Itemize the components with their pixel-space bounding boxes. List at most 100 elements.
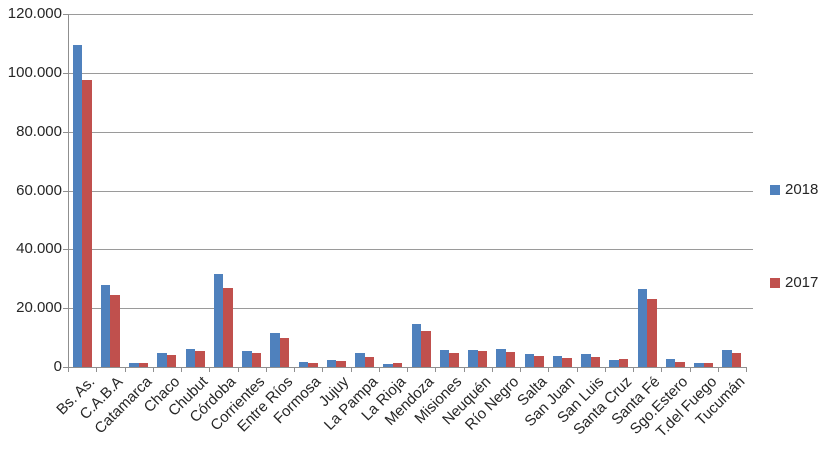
- bar-2017-17: [562, 357, 572, 367]
- bar-2018-13: [439, 350, 450, 367]
- bar-2018-2: [129, 363, 139, 367]
- gridline: [68, 190, 753, 192]
- x-tick-mark: [661, 367, 663, 372]
- y-tick-label: 60.000: [16, 181, 62, 199]
- bar-2017-8: [308, 362, 318, 367]
- y-axis-line: [68, 14, 69, 368]
- y-tick-mark: [63, 190, 68, 192]
- bar-2018-7: [270, 333, 280, 367]
- bar-2018-3: [157, 352, 167, 367]
- bar-2017-0: [82, 80, 92, 367]
- bar-2018-16: [524, 354, 535, 367]
- y-tick-label: 100.000: [7, 63, 62, 81]
- x-tick-mark: [350, 367, 352, 372]
- legend-entry-2018: 2018: [770, 181, 818, 198]
- bar-2018-5: [213, 273, 224, 367]
- y-tick-label: 80.000: [16, 122, 62, 140]
- bar-2017-10: [364, 356, 375, 367]
- bar-2018-1: [100, 284, 111, 367]
- legend: 2018 2017: [770, 0, 828, 449]
- y-tick-mark: [63, 131, 68, 133]
- bar-2017-2: [138, 362, 149, 367]
- bar-2017-4: [195, 350, 205, 367]
- bar-2017-1: [110, 294, 120, 367]
- x-tick-mark: [491, 367, 493, 372]
- y-tick-mark: [63, 249, 68, 251]
- bar-2018-21: [665, 359, 676, 367]
- bar-2017-3: [166, 354, 177, 367]
- legend-label-2018: 2018: [785, 181, 819, 198]
- y-tick-mark: [63, 308, 68, 310]
- x-tick-mark: [633, 367, 634, 372]
- bar-2018-15: [496, 348, 506, 367]
- x-tick-mark: [209, 367, 211, 372]
- x-tick-mark: [237, 367, 239, 372]
- bar-2017-20: [647, 298, 657, 367]
- gridline: [68, 249, 753, 251]
- legend-swatch-2017-icon: [770, 277, 780, 288]
- x-tick-mark: [520, 367, 521, 372]
- x-tick-mark: [265, 367, 267, 372]
- legend-label-2017: 2017: [785, 274, 819, 291]
- x-tick-mark: [717, 367, 719, 372]
- x-tick-mark: [604, 367, 606, 372]
- bar-2017-12: [421, 330, 431, 367]
- bar-2018-19: [609, 360, 619, 367]
- x-tick-mark: [689, 367, 691, 372]
- bar-2018-12: [411, 323, 422, 367]
- x-tick-mark: [68, 367, 69, 372]
- bar-2017-21: [675, 362, 685, 367]
- bar-2018-23: [722, 349, 732, 367]
- bar-2018-20: [637, 289, 648, 367]
- y-tick-label: 20.000: [16, 299, 62, 317]
- bar-2017-13: [449, 352, 459, 367]
- legend-entry-2017: 2017: [770, 274, 818, 291]
- bar-2018-14: [468, 349, 478, 367]
- x-tick-mark: [181, 367, 182, 372]
- bar-2018-6: [242, 350, 252, 367]
- bar-2017-23: [731, 353, 742, 367]
- y-tick-label: 40.000: [16, 240, 62, 258]
- x-tick-mark: [463, 367, 465, 372]
- bar-2017-14: [477, 351, 488, 367]
- x-tick-mark: [576, 367, 578, 372]
- bar-2018-0: [72, 44, 83, 367]
- x-tick-mark: [124, 367, 126, 372]
- x-tick-mark: [152, 367, 154, 372]
- gridline: [68, 131, 753, 133]
- legend-swatch-2018-icon: [770, 184, 780, 195]
- bar-2018-11: [383, 363, 393, 367]
- x-tick-mark: [746, 367, 747, 372]
- bar-2017-18: [590, 356, 601, 367]
- x-tick-mark: [96, 367, 98, 372]
- gridline: [68, 14, 753, 15]
- x-tick-mark: [407, 367, 408, 372]
- x-tick-mark: [294, 367, 295, 372]
- gridline: [68, 308, 753, 310]
- bar-2017-6: [251, 353, 262, 367]
- y-tick-label: 0: [53, 358, 62, 375]
- bar-2017-16: [534, 356, 544, 367]
- x-tick-mark: [378, 367, 380, 372]
- bar-2017-15: [505, 352, 516, 367]
- y-tick-mark: [63, 72, 68, 74]
- x-tick-mark: [322, 367, 324, 372]
- bar-2018-22: [694, 362, 704, 367]
- x-tick-mark: [435, 367, 437, 372]
- bar-2018-4: [185, 349, 196, 367]
- bar-2017-11: [392, 363, 403, 367]
- bar-2017-7: [279, 337, 290, 367]
- bar-2018-9: [326, 360, 337, 367]
- bar-2017-19: [618, 358, 629, 367]
- bar-2017-9: [336, 361, 346, 367]
- gridline: [68, 72, 753, 74]
- bar-2018-8: [298, 361, 309, 367]
- y-tick-mark: [63, 367, 68, 368]
- bar-2018-18: [581, 353, 591, 367]
- bar-2017-22: [703, 362, 714, 367]
- bar-2018-17: [552, 356, 563, 367]
- bar-2017-5: [223, 288, 233, 367]
- bar-2018-10: [355, 353, 365, 367]
